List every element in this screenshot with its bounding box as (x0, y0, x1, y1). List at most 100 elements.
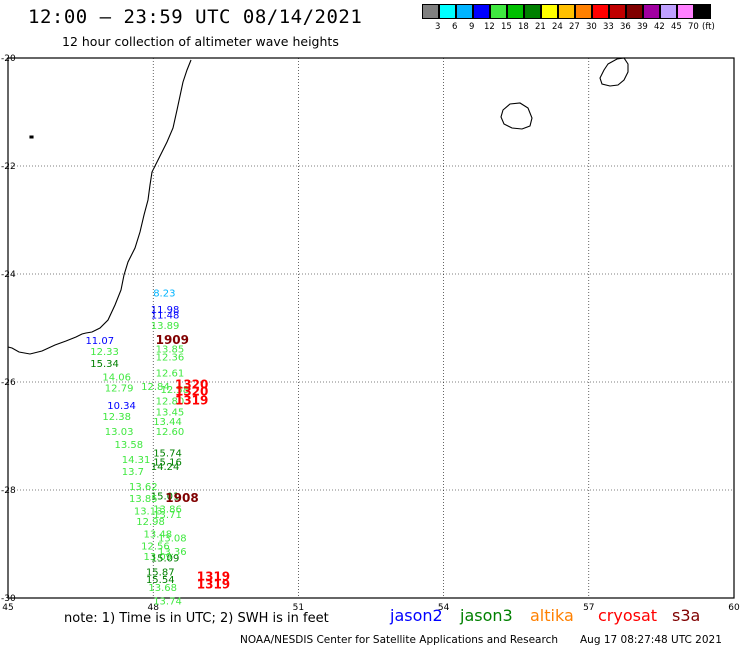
wave-height-label: 13.85 (129, 494, 158, 505)
wave-height-label: 14.24 (151, 462, 180, 473)
scale-label: 18 (518, 22, 529, 32)
mauritius-coastline (599, 57, 629, 87)
color-scale (422, 4, 711, 19)
scale-label: 27 (569, 22, 580, 32)
longitude-tick-label: 54 (438, 603, 450, 613)
scale-swatch (473, 4, 490, 19)
scale-label: 24 (552, 22, 563, 32)
scale-label: 36 (620, 22, 631, 32)
wave-height-label: 12.58 (160, 385, 189, 396)
scale-label: (ft) (702, 22, 715, 32)
wave-height-label: 12.84 (141, 382, 170, 393)
longitude-tick-label: 48 (147, 603, 159, 613)
scale-swatch (507, 4, 524, 19)
wave-height-label: 13.36 (158, 547, 187, 558)
scale-label: 15 (501, 22, 512, 32)
scale-swatch (456, 4, 473, 19)
scale-swatch (422, 4, 439, 19)
wave-height-label: 15.34 (90, 359, 119, 370)
scale-swatch (524, 4, 541, 19)
wave-height-label: 13.7 (122, 467, 144, 478)
scale-swatch (575, 4, 592, 19)
scale-swatch (660, 4, 677, 19)
wave-height-label: 15.09 (151, 553, 180, 564)
scale-label: 3 (435, 22, 441, 32)
wave-height-label: 15.87 (146, 567, 175, 578)
scale-label: 12 (484, 22, 495, 32)
scale-swatch (626, 4, 643, 19)
wave-height-label: 12.61 (156, 369, 185, 380)
wave-height-label: 12.80 (156, 397, 185, 408)
credit-line: NOAA/NESDIS Center for Satellite Applica… (240, 634, 558, 646)
scale-label: 45 (671, 22, 682, 32)
wave-height-label: 12.33 (90, 347, 119, 358)
pass-id-label: 1319 (197, 577, 230, 591)
wave-height-label: 13.08 (158, 533, 187, 544)
pass-id-label: 1320 (175, 377, 208, 391)
latitude-tick-label: -22 (1, 162, 16, 172)
longitude-tick-label: 60 (728, 603, 740, 613)
scale-swatch (490, 4, 507, 19)
wave-height-label: 11.48 (151, 310, 180, 321)
madagascar-coastline (7, 59, 192, 355)
wave-height-label: 15.54 (146, 575, 175, 586)
legend-altika: altika (530, 606, 574, 625)
scale-swatch (592, 4, 609, 19)
scale-label: 30 (586, 22, 597, 32)
scale-swatch (541, 4, 558, 19)
wave-height-label: 13.74 (153, 596, 182, 607)
scale-label: 39 (637, 22, 648, 32)
wave-height-label: 11.07 (85, 336, 114, 347)
wave-height-label: 13.62 (129, 482, 158, 493)
scale-swatch (677, 4, 694, 19)
map-frame (7, 57, 735, 599)
legend-s3a: s3a (672, 606, 701, 625)
scale-label: 21 (535, 22, 546, 32)
legend-jason3: jason3 (460, 606, 513, 625)
map-grid: 45 48 51 54 57 60 -20 -22 -24 -26 -28 -30 (1, 54, 740, 613)
page-title: 12:00 – 23:59 UTC 08/14/2021 (28, 6, 363, 28)
latitude-tick-label: -30 (1, 594, 16, 604)
generated-timestamp: Aug 17 08:27:48 UTC 2021 (580, 634, 722, 646)
latitude-tick-label: -20 (1, 54, 16, 64)
wave-height-label: 13.68 (148, 583, 177, 594)
wave-height-label: 12.56 (141, 541, 170, 552)
scale-label: 70 (688, 22, 699, 32)
wave-height-label: 14.06 (102, 372, 131, 383)
wave-height-label: 13.09 (144, 552, 173, 563)
pass-id-label: 1319 (175, 394, 208, 408)
longitude-tick-label: 51 (293, 603, 304, 613)
wave-height-label: 13.86 (153, 505, 182, 516)
wave-height-label: 15.74 (153, 449, 182, 460)
wave-height-label: 13.89 (151, 321, 180, 332)
wave-height-label: 15.01 (151, 492, 180, 503)
scale-label: 6 (452, 22, 458, 32)
wave-height-label: 13.03 (105, 427, 134, 438)
wave-height-label: 13.71 (153, 510, 182, 521)
reunion-coastline (500, 102, 533, 130)
small-island (29, 135, 34, 139)
longitude-tick-label: 57 (583, 603, 594, 613)
scale-label: 42 (654, 22, 665, 32)
scale-label: 9 (469, 22, 475, 32)
scale-swatch (643, 4, 660, 19)
pass-id-label: 1319 (197, 570, 230, 584)
latitude-tick-label: -28 (1, 486, 16, 496)
wave-height-label: 13.85 (156, 344, 185, 355)
wave-height-label: 14.31 (122, 455, 151, 466)
page-subtitle: 12 hour collection of altimeter wave hei… (62, 34, 339, 49)
wave-height-label: 13.13 (134, 506, 163, 517)
wave-height-label: 13.58 (114, 440, 143, 451)
wave-height-label: 12.38 (102, 412, 131, 423)
wave-height-label: 15.16 (153, 458, 182, 469)
pass-id-label: 1909 (156, 333, 189, 347)
wave-height-label: 12.98 (136, 517, 165, 528)
scale-label: 33 (603, 22, 614, 32)
wave-height-label: 13.48 (144, 530, 173, 541)
wave-height-label: 13.44 (153, 417, 182, 428)
coastlines (7, 57, 629, 355)
legend-jason2: jason2 (390, 606, 443, 625)
scale-swatch (558, 4, 575, 19)
